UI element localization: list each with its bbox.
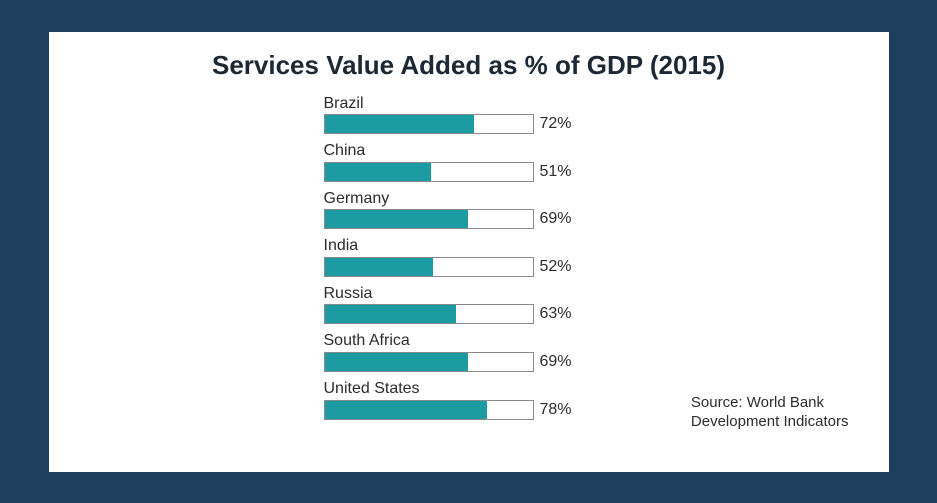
bar-value: 72% (540, 115, 572, 133)
bar-label: United States (324, 380, 624, 398)
bar-row: Russia 63% (324, 285, 624, 325)
bar-label: Russia (324, 285, 624, 303)
bar-label: Brazil (324, 95, 624, 113)
bar-row: India 52% (324, 237, 624, 277)
bar-fill (325, 401, 487, 419)
chart-panel: Services Value Added as % of GDP (2015) … (49, 32, 889, 472)
bar-line: 52% (324, 257, 624, 277)
source-line-1: Source: World Bank (691, 394, 849, 413)
bar-track (324, 400, 534, 420)
bar-row: China 51% (324, 142, 624, 182)
bar-line: 72% (324, 114, 624, 134)
bar-label: Germany (324, 190, 624, 208)
bar-line: 51% (324, 162, 624, 182)
chart-title: Services Value Added as % of GDP (2015) (79, 50, 859, 81)
bar-line: 69% (324, 352, 624, 372)
bar-track (324, 257, 534, 277)
bar-fill (325, 163, 431, 181)
bar-value: 63% (540, 305, 572, 323)
bar-line: 69% (324, 209, 624, 229)
bar-value: 52% (540, 258, 572, 276)
chart-area: Brazil 72% China 51% Germany 69% India 52% Russi… (324, 95, 624, 420)
bar-value: 51% (540, 163, 572, 181)
source-line-2: Development Indicators (691, 413, 849, 432)
bar-fill (325, 258, 433, 276)
bar-row: Brazil 72% (324, 95, 624, 135)
bar-value: 69% (540, 210, 572, 228)
bar-value: 69% (540, 353, 572, 371)
bar-row: Germany 69% (324, 190, 624, 230)
bar-line: 63% (324, 304, 624, 324)
bar-fill (325, 210, 469, 228)
source-citation: Source: World Bank Development Indicator… (691, 394, 849, 432)
bar-label: South Africa (324, 332, 624, 350)
bar-fill (325, 353, 469, 371)
bar-label: India (324, 237, 624, 255)
bar-track (324, 114, 534, 134)
bar-track (324, 352, 534, 372)
bar-fill (325, 305, 456, 323)
bar-label: China (324, 142, 624, 160)
bar-value: 78% (540, 401, 572, 419)
bar-fill (325, 115, 475, 133)
bar-track (324, 209, 534, 229)
bar-track (324, 162, 534, 182)
bar-line: 78% (324, 400, 624, 420)
bar-row: South Africa 69% (324, 332, 624, 372)
bar-track (324, 304, 534, 324)
bar-row: United States 78% (324, 380, 624, 420)
